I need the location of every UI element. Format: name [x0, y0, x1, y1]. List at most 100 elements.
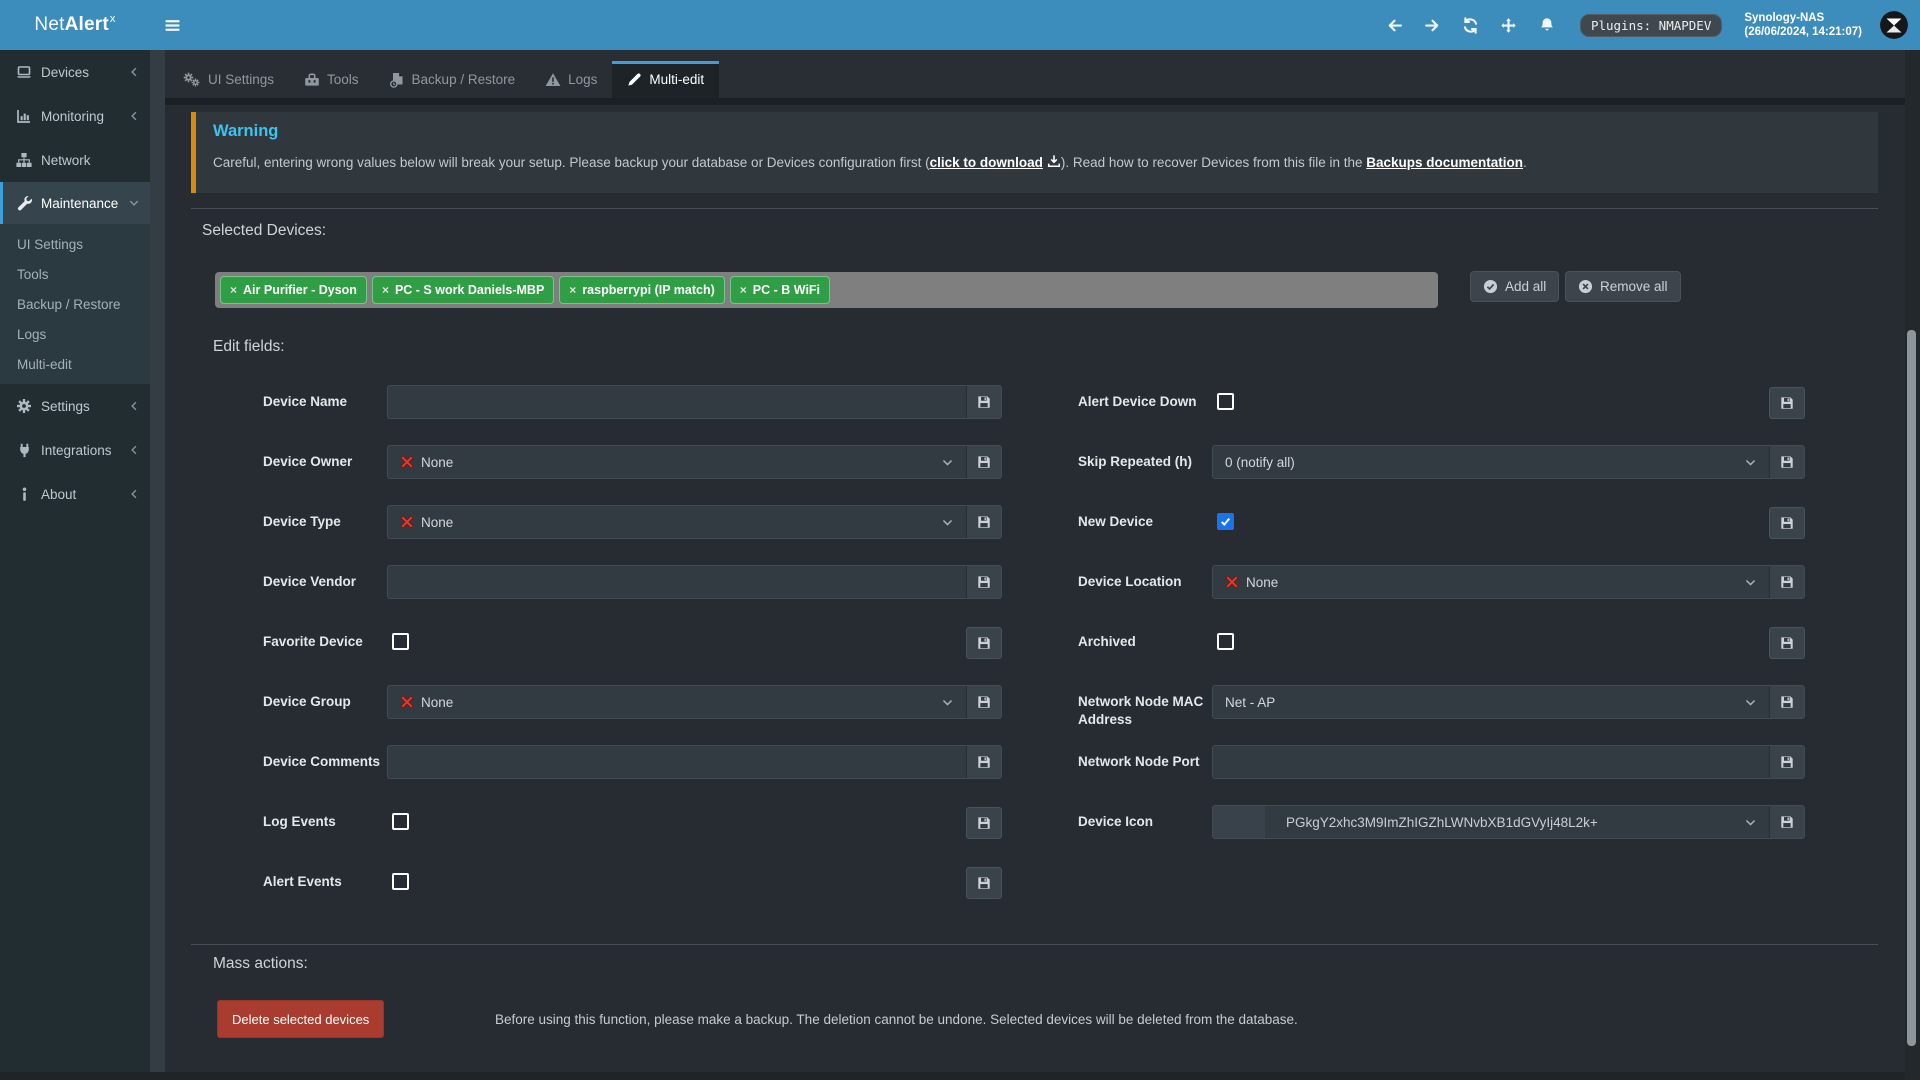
- device-tag: × PC - S work Daniels-MBP: [371, 276, 555, 304]
- field-row-alert-device-down: Alert Device Down: [1078, 385, 1805, 425]
- save-network-node-mac-button[interactable]: [1769, 686, 1804, 718]
- device-name-input[interactable]: [388, 386, 966, 418]
- submenu-item-backup-restore[interactable]: Backup / Restore: [17, 296, 121, 312]
- device-location-select[interactable]: None: [1213, 566, 1769, 598]
- sidebar-item-devices[interactable]: Devices: [0, 50, 150, 94]
- alert-device-down-checkbox[interactable]: [1217, 393, 1234, 410]
- sidebar-item-integrations[interactable]: Integrations: [0, 428, 150, 472]
- tab-tools[interactable]: Tools: [289, 61, 374, 98]
- save-device-owner-button[interactable]: [966, 446, 1001, 478]
- sidebar-item-about[interactable]: About: [0, 472, 150, 516]
- tab-logs[interactable]: Logs: [530, 61, 612, 98]
- device-owner-select[interactable]: None: [388, 446, 966, 478]
- save-device-comments-button[interactable]: [966, 746, 1001, 778]
- save-alert-events-button[interactable]: [966, 867, 1002, 899]
- sidebar-item-maintenance[interactable]: Maintenance: [0, 182, 150, 224]
- submenu-item-logs[interactable]: Logs: [17, 326, 47, 342]
- submenu-item-ui-settings[interactable]: UI Settings: [17, 236, 84, 252]
- save-alert-device-down-button[interactable]: [1769, 387, 1805, 419]
- submenu-item-tools[interactable]: Tools: [17, 266, 49, 282]
- nav-forward-button[interactable]: [1414, 0, 1452, 50]
- save-new-device-button[interactable]: [1769, 507, 1805, 539]
- save-device-location-button[interactable]: [1769, 566, 1804, 598]
- backups-link-label: Backups documentation: [1366, 155, 1524, 170]
- selected-devices-input[interactable]: × Air Purifier - Dyson × PC - S work Dan…: [215, 272, 1438, 308]
- chart-icon: [15, 108, 33, 124]
- save-device-name-button[interactable]: [966, 386, 1001, 418]
- field-label: Device Vendor: [263, 574, 357, 589]
- remove-tag-icon[interactable]: ×: [569, 283, 577, 297]
- save-archived-button[interactable]: [1769, 627, 1805, 659]
- red-x-icon: [1225, 575, 1239, 589]
- alert-events-checkbox[interactable]: [392, 873, 409, 890]
- new-device-checkbox[interactable]: [1217, 513, 1234, 530]
- add-all-button[interactable]: Add all: [1470, 271, 1560, 302]
- save-device-icon-button[interactable]: [1769, 806, 1804, 838]
- tab-bar: [165, 50, 1905, 98]
- user-avatar[interactable]: [1880, 11, 1908, 39]
- floppy-icon: [1780, 575, 1794, 589]
- archived-checkbox[interactable]: [1217, 633, 1234, 650]
- remove-tag-icon[interactable]: ×: [230, 283, 238, 297]
- network-node-port-input[interactable]: [1213, 746, 1769, 778]
- tab-backup-restore[interactable]: Backup / Restore: [374, 61, 531, 98]
- save-log-events-button[interactable]: [966, 807, 1002, 839]
- floppy-icon: [977, 816, 991, 830]
- plugins-status-badge[interactable]: Plugins: NMAPDEV: [1579, 13, 1723, 37]
- tab-multi-edit[interactable]: Multi-edit: [612, 61, 720, 98]
- device-tag: × raspberrypi (IP match): [559, 276, 725, 304]
- network-node-mac-select[interactable]: Net - AP: [1213, 686, 1769, 718]
- sidebar-item-monitoring[interactable]: Monitoring: [0, 94, 150, 138]
- device-tag-label: PC - S work Daniels-MBP: [394, 283, 545, 297]
- sidebar-item-settings[interactable]: Settings: [0, 384, 150, 428]
- select-value: None: [421, 514, 454, 530]
- sidebar-item-network[interactable]: Network: [0, 138, 150, 182]
- device-icon-select[interactable]: PGkgY2xhc3M9ImZhIGZhLWNvbXB1dGVyIj48L2k+: [1213, 806, 1769, 838]
- save-device-group-button[interactable]: [966, 686, 1001, 718]
- field-row-device-group: Device Group None: [263, 685, 1002, 725]
- log-events-checkbox[interactable]: [392, 813, 409, 830]
- save-skip-repeated-button[interactable]: [1769, 446, 1804, 478]
- floppy-icon: [1780, 516, 1794, 530]
- backups-documentation-link[interactable]: Backups documentation: [1366, 155, 1523, 170]
- wrench-icon: [15, 195, 33, 211]
- scrollbar-thumb[interactable]: [1907, 330, 1916, 1046]
- save-favorite-device-button[interactable]: [966, 627, 1002, 659]
- field-row-log-events: Log Events: [263, 805, 1002, 845]
- tab-ui-settings[interactable]: UI Settings: [168, 61, 289, 98]
- remove-tag-icon[interactable]: ×: [381, 283, 389, 297]
- floppy-icon: [1780, 755, 1794, 769]
- submenu-item-multi-edit[interactable]: Multi-edit: [17, 356, 72, 372]
- refresh-button[interactable]: [1452, 0, 1490, 50]
- notifications-button[interactable]: [1528, 0, 1566, 50]
- delete-selected-devices-button[interactable]: Delete selected devices: [217, 1000, 385, 1038]
- save-device-type-button[interactable]: [966, 506, 1001, 538]
- device-comments-input[interactable]: [388, 746, 966, 778]
- device-vendor-input[interactable]: [388, 566, 966, 598]
- field-row-device-comments: Device Comments: [263, 745, 1002, 785]
- move-layout-button[interactable]: [1490, 0, 1528, 50]
- red-x-icon: [400, 695, 414, 709]
- sidebar-toggle-button[interactable]: [150, 0, 195, 50]
- save-network-node-port-button[interactable]: [1769, 746, 1804, 778]
- device-type-select[interactable]: None: [388, 506, 966, 538]
- favorite-device-checkbox[interactable]: [392, 633, 409, 650]
- header-actions: Plugins: NMAPDEV Synology-NAS (26/06/202…: [1376, 0, 1908, 50]
- warning-body: ). Read how to recover Devices from this…: [1060, 155, 1367, 170]
- skip-repeated-select[interactable]: 0 (notify all): [1213, 446, 1769, 478]
- device-comments-group: [387, 745, 1002, 779]
- nav-back-button[interactable]: [1376, 0, 1414, 50]
- select-value: PGkgY2xhc3M9ImZhIGZhLWNvbXB1dGVyIj48L2k+: [1286, 814, 1598, 830]
- network-node-port-group: [1212, 745, 1805, 779]
- remove-all-button[interactable]: Remove all: [1565, 271, 1681, 302]
- device-group-select[interactable]: None: [388, 686, 966, 718]
- field-row-favorite-device: Favorite Device: [263, 625, 1002, 665]
- download-backup-link[interactable]: click to download: [930, 154, 1061, 171]
- tab-label: Tools: [327, 72, 359, 87]
- sidebar-label: Network: [41, 152, 91, 168]
- remove-tag-icon[interactable]: ×: [739, 283, 747, 297]
- app-logo[interactable]: Net Alert x: [34, 13, 116, 35]
- field-label: Log Events: [263, 814, 336, 829]
- save-device-vendor-button[interactable]: [966, 566, 1001, 598]
